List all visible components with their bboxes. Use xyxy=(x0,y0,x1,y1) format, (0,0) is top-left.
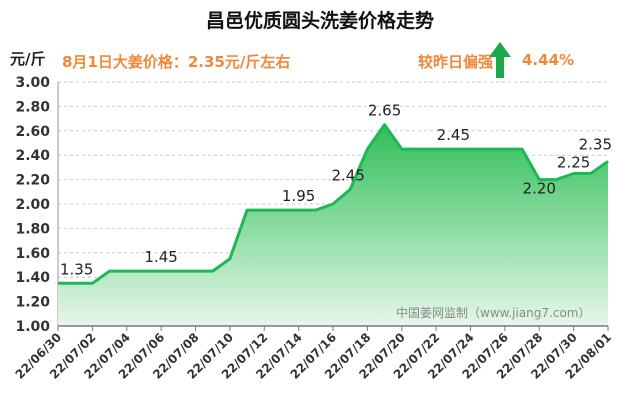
up-arrow-icon xyxy=(489,42,511,82)
y-tick-label: 3.00 xyxy=(15,75,50,91)
data-label: 2.45 xyxy=(437,126,470,144)
up-arrow-shape xyxy=(489,42,511,78)
y-tick-label: 2.80 xyxy=(15,99,50,115)
data-label: 2.65 xyxy=(368,102,401,120)
compare-label: 较昨日偏强 xyxy=(418,53,494,71)
y-tick-label: 2.60 xyxy=(15,124,50,140)
chart-title: 昌邑优质圆头洗姜价格走势 xyxy=(205,10,434,32)
y-tick-label: 1.40 xyxy=(15,270,50,286)
y-axis-ticks: 1.00 1.20 1.40 1.60 1.80 2.00 2.20 2.40 2.60 2.80… xyxy=(15,75,50,335)
data-label: 2.20 xyxy=(523,180,556,198)
y-tick-label: 2.00 xyxy=(15,197,50,213)
y-tick-label: 2.20 xyxy=(15,173,50,189)
y-tick-label: 1.80 xyxy=(15,221,50,237)
y-tick-label: 1.00 xyxy=(15,319,50,335)
data-label: 1.45 xyxy=(144,248,177,266)
data-label: 1.95 xyxy=(282,187,315,205)
y-tick-label: 1.60 xyxy=(15,246,50,262)
data-label: 2.35 xyxy=(579,135,612,153)
x-axis-ticks: 22/06/3022/07/0222/07/0422/07/0622/07/08… xyxy=(13,326,614,382)
price-note: 8月1日大姜价格：2.35元/斤左右 xyxy=(62,53,291,71)
data-labels: 1.35 1.45 1.95 2.45 2.65 2.45 2.202.252.35 xyxy=(60,102,612,279)
change-percent: 4.44% xyxy=(522,51,575,69)
y-tick-label: 2.40 xyxy=(15,148,50,164)
watermark: 中国姜网监制（www.jiang7.com） xyxy=(396,305,590,320)
area-fill xyxy=(58,124,608,326)
data-label: 1.35 xyxy=(60,260,93,278)
data-label: 2.25 xyxy=(557,154,590,172)
y-axis-unit: 元/斤 xyxy=(10,50,46,68)
data-label: 2.45 xyxy=(331,166,364,184)
price-area xyxy=(57,123,609,327)
y-tick-label: 1.20 xyxy=(15,295,50,311)
